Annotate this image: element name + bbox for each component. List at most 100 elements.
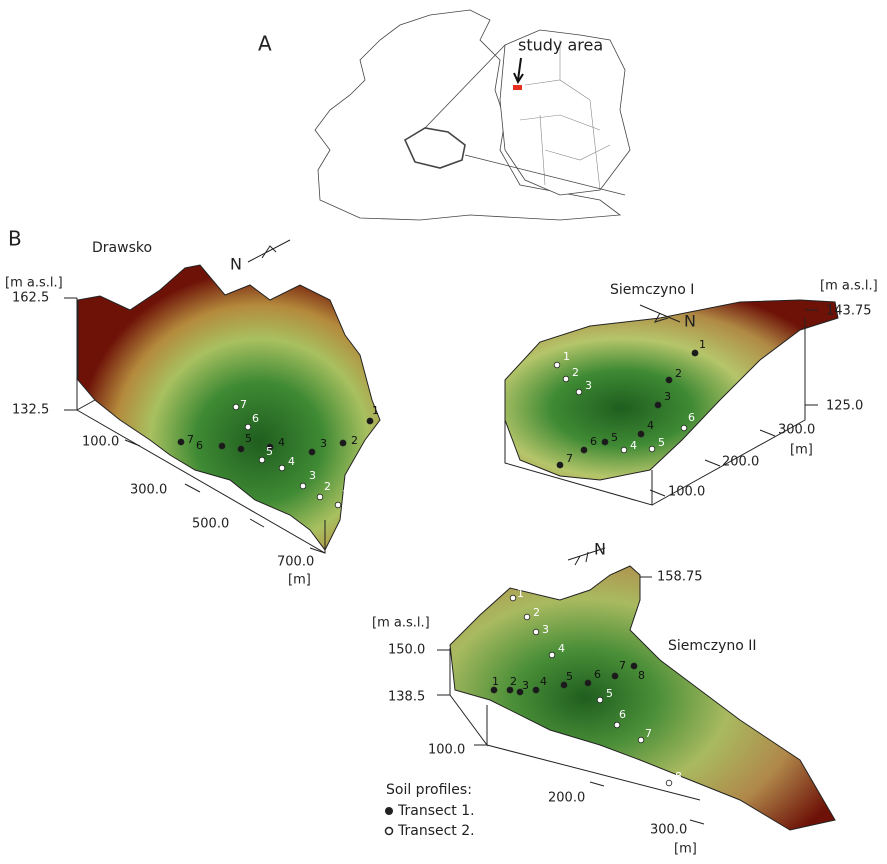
profile-label: 1 — [492, 675, 499, 688]
z-tick-label: 162.5 — [12, 291, 49, 306]
z-unit: [m a.s.l.] — [5, 276, 63, 291]
profile-label: 7 — [566, 452, 573, 465]
soil-profile — [549, 652, 555, 658]
siemczyno-2-block — [437, 566, 835, 830]
z-tick-label: 158.75 — [657, 570, 703, 585]
x-tick-label: 700.0 — [277, 555, 314, 570]
soil-profile — [638, 431, 644, 437]
profile-label: 3 — [309, 469, 316, 482]
soil-profile — [510, 595, 516, 601]
profile-label: 4 — [630, 439, 637, 452]
profile-label: 3 — [522, 679, 529, 692]
soil-profile — [621, 447, 627, 453]
soil-profile — [655, 402, 661, 408]
x-tick-label: 300.0 — [650, 823, 687, 838]
profile-label: 4 — [540, 675, 547, 688]
profile-label: 7 — [619, 659, 626, 672]
x-tick-label: 200.0 — [548, 791, 585, 806]
profile-label: 6 — [619, 708, 626, 721]
x-tick-label: 100.0 — [428, 743, 465, 758]
soil-profile — [563, 376, 569, 382]
site-title: Siemczyno II — [668, 638, 757, 654]
z-tick-label: 125.0 — [826, 399, 863, 414]
north: N — [684, 312, 696, 331]
profile-label: 2 — [572, 366, 579, 379]
soil-profile — [554, 362, 560, 368]
profile-label: 3 — [542, 623, 549, 636]
x-tick-label: 100.0 — [668, 485, 705, 500]
north: N — [594, 540, 606, 559]
x-unit: [m] — [790, 443, 813, 458]
x-unit: [m] — [288, 573, 311, 588]
soil-profile — [692, 350, 698, 356]
soil-profile — [614, 722, 620, 728]
soil-profile — [233, 404, 239, 410]
soil-profile — [245, 424, 251, 430]
z-unit: [m a.s.l.] — [820, 279, 878, 294]
profile-label: 6 — [594, 668, 601, 681]
profile-label: 5 — [245, 432, 252, 445]
panel-label: B — [8, 227, 22, 251]
profile-label: 5 — [606, 687, 613, 700]
panel-label: A — [258, 32, 272, 56]
profile-label: 4 — [288, 455, 295, 468]
z-tick-label: 132.5 — [12, 403, 49, 418]
soil-profile — [367, 418, 373, 424]
soil-profile — [597, 697, 603, 703]
profile-label: 3 — [585, 379, 592, 392]
x-tick-label: 500.0 — [192, 517, 229, 532]
profile-label: 3 — [320, 437, 327, 450]
profile-label: 2 — [510, 675, 517, 688]
z-tick-label: 150.0 — [388, 643, 425, 658]
profile-label: 2 — [533, 606, 540, 619]
soil-profile — [238, 446, 244, 452]
annotation: study area — [518, 36, 603, 55]
x-tick-label: 300.0 — [778, 423, 815, 438]
soil-profile — [649, 446, 655, 452]
soil-profile — [585, 680, 591, 686]
x-tick-label: 200.0 — [722, 455, 759, 470]
soil-profile — [638, 737, 644, 743]
profile-label: 1 — [372, 404, 379, 417]
soil-profile — [666, 780, 672, 786]
soil-profile — [259, 457, 265, 463]
soil-profile — [340, 440, 346, 446]
profile-label: 2 — [324, 480, 331, 493]
legend-title: Soil profiles: — [386, 782, 472, 798]
legend-item: Transect 2. — [397, 823, 475, 839]
profile-label: 3 — [664, 390, 671, 403]
site-title: Siemczyno I — [610, 282, 694, 298]
profile-label: 2 — [675, 367, 682, 380]
soil-profile — [557, 462, 563, 468]
soil-profile — [279, 465, 285, 471]
profile-label: 5 — [266, 445, 273, 458]
figure: A study area B Drawsko N [m a.s.l.] 162.… — [0, 0, 887, 864]
profile-label: 7 — [645, 727, 652, 740]
profile-label: 4 — [278, 436, 285, 449]
soil-profile — [581, 447, 587, 453]
z-tick-label: 138.5 — [388, 690, 425, 705]
legend-marker — [385, 807, 393, 815]
profile-label: 1 — [699, 338, 706, 351]
soil-profile — [666, 377, 672, 383]
soil-profile — [533, 629, 539, 635]
soil-profile — [300, 483, 306, 489]
soil-profile — [681, 425, 687, 431]
profile-label: 2 — [351, 434, 358, 447]
profile-label: 5 — [611, 431, 618, 444]
soil-profile — [631, 663, 637, 669]
profile-label: 6 — [590, 435, 597, 448]
soil-profile — [309, 449, 315, 455]
soil-profile — [602, 439, 608, 445]
profile-label: 8 — [638, 669, 645, 682]
profile-label: 6 — [252, 412, 259, 425]
x-unit: [m] — [674, 842, 697, 857]
soil-profile — [219, 443, 225, 449]
z-tick-label: 143.75 — [826, 304, 872, 319]
soil-profile — [524, 614, 530, 620]
profile-label: 5 — [566, 670, 573, 683]
x-tick-label: 300.0 — [130, 483, 167, 498]
soil-profile — [533, 687, 539, 693]
profile-label: 8 — [675, 770, 682, 783]
soil-profile — [335, 502, 341, 508]
